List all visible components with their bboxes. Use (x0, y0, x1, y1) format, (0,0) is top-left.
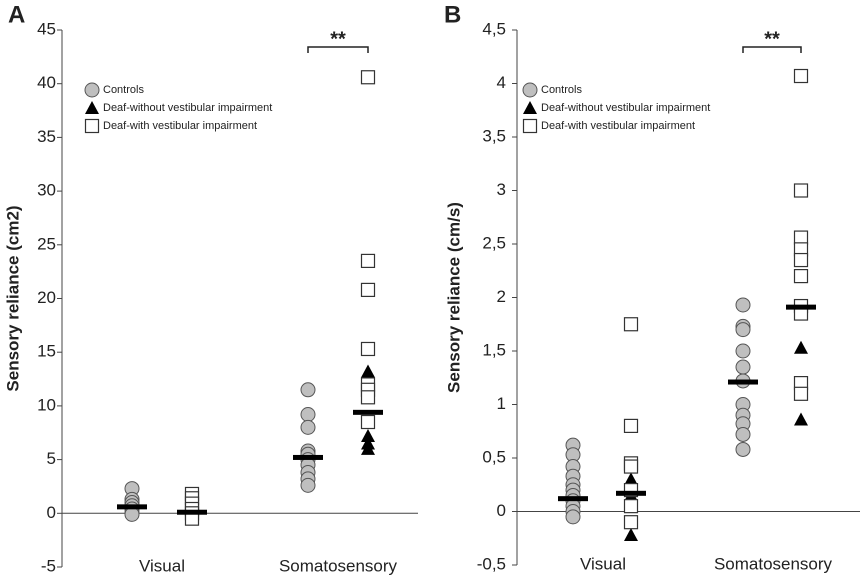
control-point (300, 382, 316, 398)
triangle-point (85, 101, 99, 114)
y-tick-label: 20 (37, 288, 56, 307)
legend-label: Deaf-with vestibular impairment (103, 120, 257, 132)
square-point (793, 269, 809, 284)
control-point (300, 406, 316, 422)
control-point (84, 82, 100, 98)
control-point (124, 506, 140, 522)
control-point (300, 477, 316, 493)
median-bar (616, 490, 646, 496)
y-tick-label: 35 (37, 127, 56, 146)
control-point (735, 426, 751, 442)
x-tick-label: Somatosensory (279, 556, 398, 575)
y-tick-label: 4,5 (482, 19, 506, 38)
significance-bracket (307, 46, 369, 53)
y-tick-label: 25 (37, 234, 56, 253)
control-point (735, 297, 751, 313)
x-tick-label: Visual (580, 554, 626, 573)
y-tick-label: 0 (497, 501, 506, 520)
y-tick-label: 40 (37, 73, 56, 92)
legend-label: Controls (103, 84, 144, 96)
x-tick-label: Somatosensory (714, 554, 833, 573)
median-bar (786, 304, 816, 310)
y-tick-label: 2 (497, 287, 506, 306)
legend-label: Controls (541, 84, 582, 96)
control-point (735, 359, 751, 375)
y-tick-label: 15 (37, 342, 56, 361)
square-point (793, 230, 809, 245)
y-tick-label: 10 (37, 395, 56, 414)
panel-label: A (8, 1, 25, 28)
y-tick-label: 1,5 (482, 340, 506, 359)
median-bar (353, 409, 383, 415)
square-point (793, 386, 809, 401)
square-point (793, 68, 809, 84)
square-point (623, 317, 639, 332)
y-tick-label: -5 (41, 556, 56, 575)
square-point (623, 418, 639, 433)
triangle-point (361, 441, 375, 455)
square-point (623, 499, 639, 514)
y-tick-label: 0 (47, 503, 56, 522)
square-point (84, 118, 100, 134)
control-point (735, 441, 751, 457)
y-axis-label: Sensory reliance (cm2) (3, 205, 22, 391)
y-tick-label: 4 (497, 73, 506, 92)
panel-label: B (444, 1, 461, 28)
triangle-point (523, 101, 537, 114)
triangle-point (794, 412, 808, 426)
significance-label: ** (330, 28, 346, 50)
y-axis-label: Sensory reliance (cm/s) (444, 202, 463, 393)
square-point (360, 341, 376, 357)
square-point (360, 70, 376, 85)
median-bar (293, 454, 323, 460)
y-tick-label: 3,5 (482, 126, 506, 145)
square-point (522, 118, 538, 134)
square-point (360, 282, 376, 298)
legend-label: Deaf-with vestibular impairment (541, 120, 695, 132)
triangle-point (361, 428, 375, 442)
y-tick-label: 1 (497, 394, 506, 413)
median-bar (558, 496, 588, 502)
square-point (360, 390, 376, 405)
significance-label: ** (764, 28, 780, 50)
y-tick-label: 30 (37, 181, 56, 200)
square-point (360, 414, 376, 430)
control-point (300, 419, 316, 435)
triangle-point (361, 364, 375, 378)
median-bar (117, 504, 147, 510)
y-tick-label: 5 (47, 449, 56, 468)
y-tick-label: 2,5 (482, 233, 506, 252)
square-point (793, 252, 809, 268)
significance-bracket (742, 46, 802, 53)
y-tick-label: 3 (497, 180, 506, 199)
legend-label: Deaf-without vestibular impairment (103, 102, 272, 114)
square-point (623, 515, 639, 530)
legend-label: Deaf-without vestibular impairment (541, 102, 710, 114)
control-point (565, 509, 581, 525)
control-point (522, 82, 538, 98)
triangle-point (794, 340, 808, 354)
square-point (623, 459, 639, 474)
square-point (360, 253, 376, 269)
square-point (793, 183, 809, 198)
y-tick-label: 0,5 (482, 447, 506, 466)
y-tick-label: 45 (37, 19, 56, 38)
x-tick-label: Visual (139, 556, 185, 575)
y-tick-label: -0,5 (477, 554, 506, 573)
control-point (735, 322, 751, 338)
triangle-point (624, 528, 638, 542)
median-bar (177, 509, 207, 515)
control-point (735, 343, 751, 359)
median-bar (728, 379, 758, 385)
